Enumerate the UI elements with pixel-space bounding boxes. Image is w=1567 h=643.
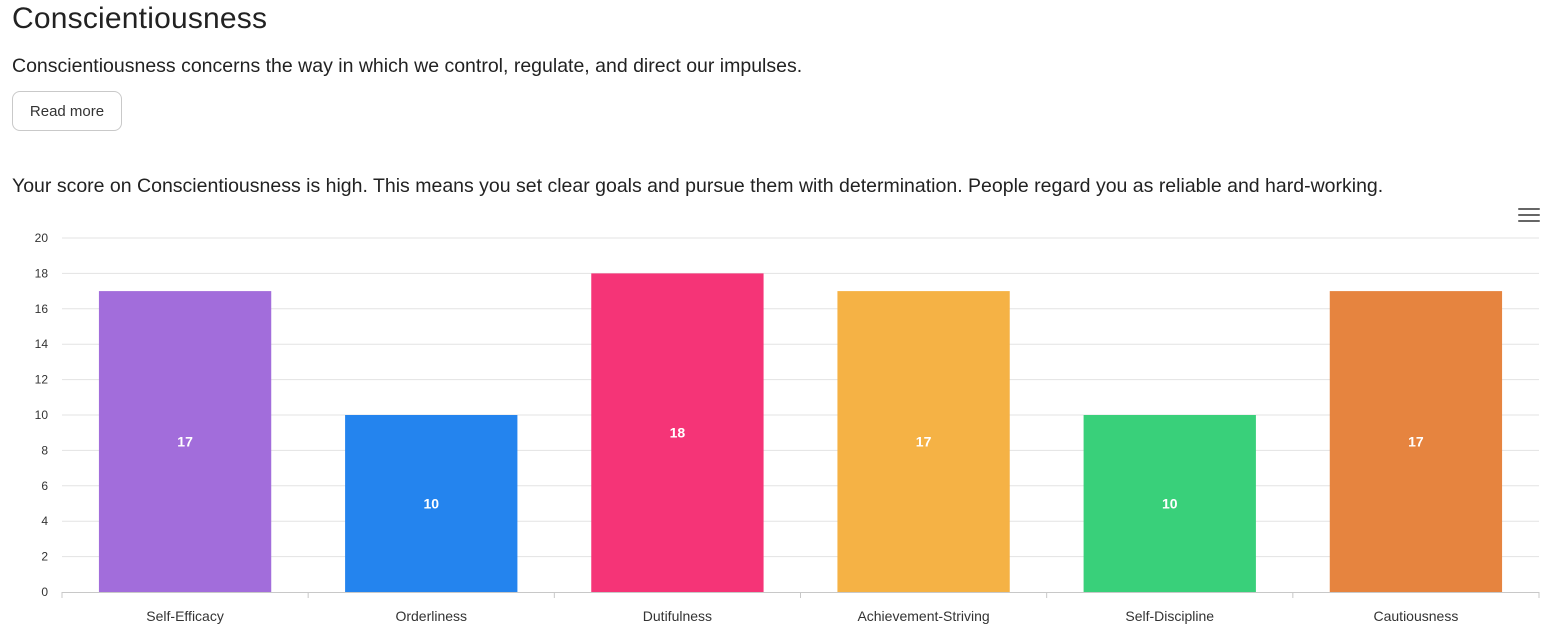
bar [1329, 291, 1503, 592]
y-tick-label: 14 [35, 337, 49, 351]
y-tick-label: 0 [41, 585, 48, 599]
data-label: 10 [423, 496, 439, 512]
read-more-button[interactable]: Read more [12, 91, 122, 131]
chart-grid [62, 237, 1539, 558]
y-tick-label: 12 [35, 373, 49, 387]
chart-labels: 0 2 4 6 8 10 12 14 16 18 20 17 Self-Efficacy 10 Orderl… [35, 231, 1459, 624]
x-category-label: Orderliness [395, 608, 467, 624]
y-tick-label: 8 [41, 443, 48, 457]
data-label: 17 [1408, 434, 1424, 450]
y-tick-label: 16 [35, 302, 49, 316]
data-label: 17 [916, 434, 932, 450]
y-tick-label: 4 [41, 514, 48, 528]
chart-x-axis [61, 592, 1540, 598]
bar [98, 291, 272, 592]
bar-chart: 0 2 4 6 8 10 12 14 16 18 20 17 Self-Efficacy 10 Orderl… [35, 231, 1540, 624]
bar [1083, 415, 1256, 592]
x-category-label: Cautiousness [1374, 608, 1459, 624]
y-tick-label: 6 [41, 479, 48, 493]
bar [345, 415, 518, 592]
x-category-label: Self-Discipline [1125, 608, 1214, 624]
data-label: 17 [177, 434, 193, 450]
x-category-label: Achievement-Striving [857, 608, 989, 624]
page-title: Conscientiousness [12, 2, 268, 35]
data-label: 10 [1162, 496, 1178, 512]
score-summary: Your score on Conscientiousness is high.… [12, 175, 1384, 197]
x-category-label: Self-Efficacy [146, 608, 224, 624]
y-tick-label: 10 [35, 408, 49, 422]
data-label: 18 [670, 425, 686, 441]
bar [837, 291, 1010, 592]
hamburger-menu-icon[interactable] [1518, 208, 1540, 224]
chart-bars [98, 273, 1503, 592]
y-tick-label: 18 [35, 266, 49, 280]
y-tick-label: 2 [41, 550, 48, 564]
bar [591, 273, 764, 592]
trait-description: Conscientiousness concerns the way in wh… [12, 55, 803, 77]
y-tick-label: 20 [35, 231, 49, 245]
x-category-label: Dutifulness [643, 608, 712, 624]
